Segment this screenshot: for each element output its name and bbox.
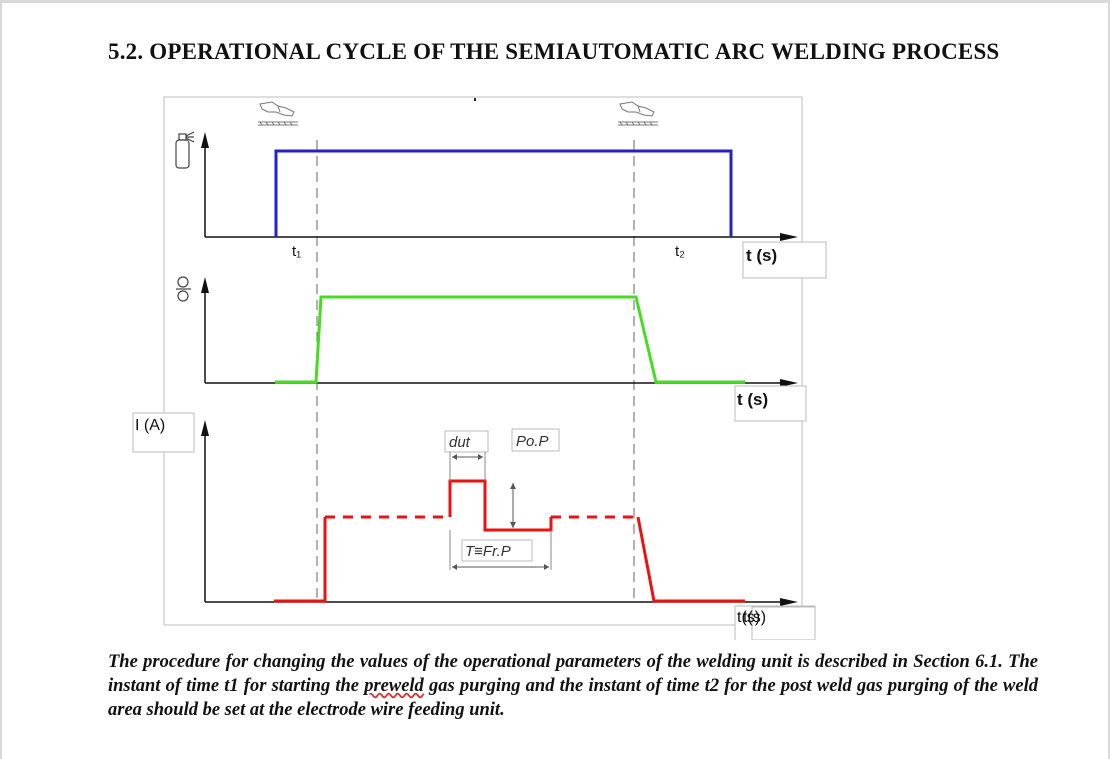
current-y-label: I (A): [135, 417, 165, 434]
wire-curve: [275, 295, 745, 384]
param-frp-label: T≡Fr.P: [465, 543, 511, 560]
caption-preweld-word: preweld: [364, 676, 424, 696]
wire-axis-label: t (s): [737, 390, 768, 409]
caption-text-1: The procedure for changing the values of…: [108, 652, 1038, 696]
document-page: [2, 3, 1108, 759]
gas-curve: [274, 149, 733, 237]
t2-label: t₂: [675, 243, 685, 260]
current-tail: [636, 516, 745, 603]
diagram-frame: [163, 96, 803, 626]
gas-axes: [201, 132, 798, 241]
welding-torch-icon: [618, 101, 658, 126]
wire-feed-rollers-icon: [176, 276, 191, 302]
welding-torch-icon: [258, 101, 298, 126]
current-axes: [201, 420, 798, 606]
caption-paragraph: The procedure for changing the values of…: [108, 650, 1038, 722]
section-title: 5.2. OPERATIONAL CYCLE OF THE SEMIAUTOMA…: [108, 39, 1000, 64]
operational-cycle-diagram: t₁ t₂ t (s) t (s) I (A) dut Po.P T≡Fr.P: [132, 96, 827, 640]
gas-axis-label: t (s): [746, 246, 777, 265]
wire-axes: [201, 277, 798, 387]
current-curve: [274, 517, 327, 603]
current-axis-label-overlap: t(s): [743, 609, 766, 626]
t1-label: t₁: [292, 243, 301, 260]
param-pop-label: Po.P: [516, 433, 549, 450]
param-dut-label: dut: [449, 434, 471, 451]
current-axis-label: t(s): [737, 609, 760, 626]
gas-cylinder-icon: [175, 131, 195, 169]
current-pulse: [448, 479, 553, 532]
caption-text-2: gas purging and the instant of time t2 f…: [108, 676, 1038, 720]
